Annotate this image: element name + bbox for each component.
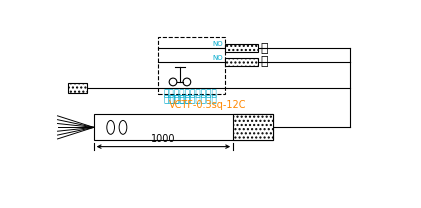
Text: 白: 白 xyxy=(261,42,268,54)
Bar xyxy=(94,114,273,140)
Circle shape xyxy=(183,78,191,86)
Text: 1000: 1000 xyxy=(151,134,176,144)
Text: ケーブル: ケーブル xyxy=(169,95,191,104)
Text: 赤、緑、黄、茶、青、: 赤、緑、黄、茶、青、 xyxy=(164,89,218,98)
Bar xyxy=(67,83,87,93)
Ellipse shape xyxy=(119,120,127,134)
Ellipse shape xyxy=(107,120,115,134)
Bar xyxy=(233,114,273,140)
Circle shape xyxy=(169,78,177,86)
Text: VCTF-0.3sq-12C: VCTF-0.3sq-12C xyxy=(169,100,247,110)
Text: NO: NO xyxy=(213,41,223,47)
Text: 黒: 黒 xyxy=(261,55,268,68)
Bar xyxy=(225,58,258,66)
Text: NO: NO xyxy=(213,55,223,61)
Bar xyxy=(225,44,258,52)
Text: 灯、橙、空、桃、若茁: 灯、橙、空、桃、若茁 xyxy=(164,95,218,104)
Bar xyxy=(157,37,225,94)
